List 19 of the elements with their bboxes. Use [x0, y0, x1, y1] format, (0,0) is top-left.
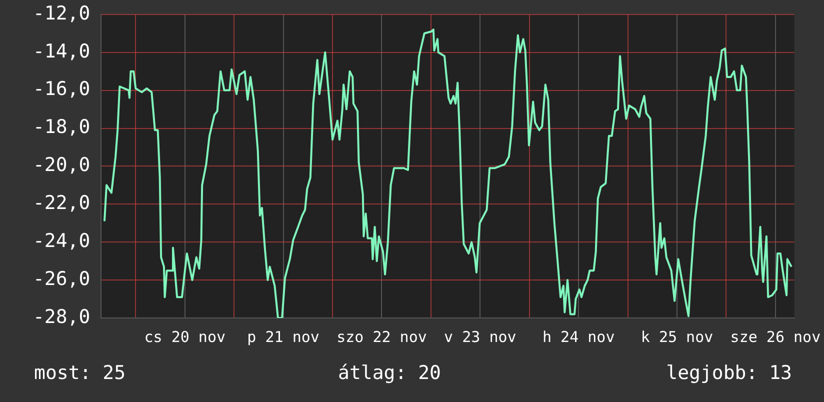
- y-tick-label: -12,0: [32, 2, 90, 24]
- y-tick-label: -20,0: [32, 154, 90, 176]
- x-tick-label: k 25 nov: [640, 328, 714, 346]
- y-tick-label: -18,0: [32, 116, 90, 138]
- x-tick-label: szo 22 nov: [336, 328, 427, 346]
- y-tick-label: -16,0: [32, 78, 90, 100]
- y-tick-label: -24,0: [32, 230, 90, 252]
- y-tick-label: -26,0: [32, 268, 90, 290]
- y-tick-label: -28,0: [32, 306, 90, 328]
- x-tick-label: sze 26 nov: [730, 328, 821, 346]
- x-tick-label: h 24 nov: [542, 328, 615, 346]
- text: átlag: 20: [338, 362, 441, 384]
- text: legjobb: 13: [666, 362, 792, 384]
- x-tick-label: p 21 nov: [247, 328, 320, 346]
- y-tick-label: -22,0: [32, 192, 90, 214]
- y-tick-label: -14,0: [32, 40, 90, 62]
- text: most: 25: [34, 362, 126, 384]
- x-tick-label: v 23 nov: [444, 328, 516, 346]
- x-tick-label: cs 20 nov: [144, 328, 226, 346]
